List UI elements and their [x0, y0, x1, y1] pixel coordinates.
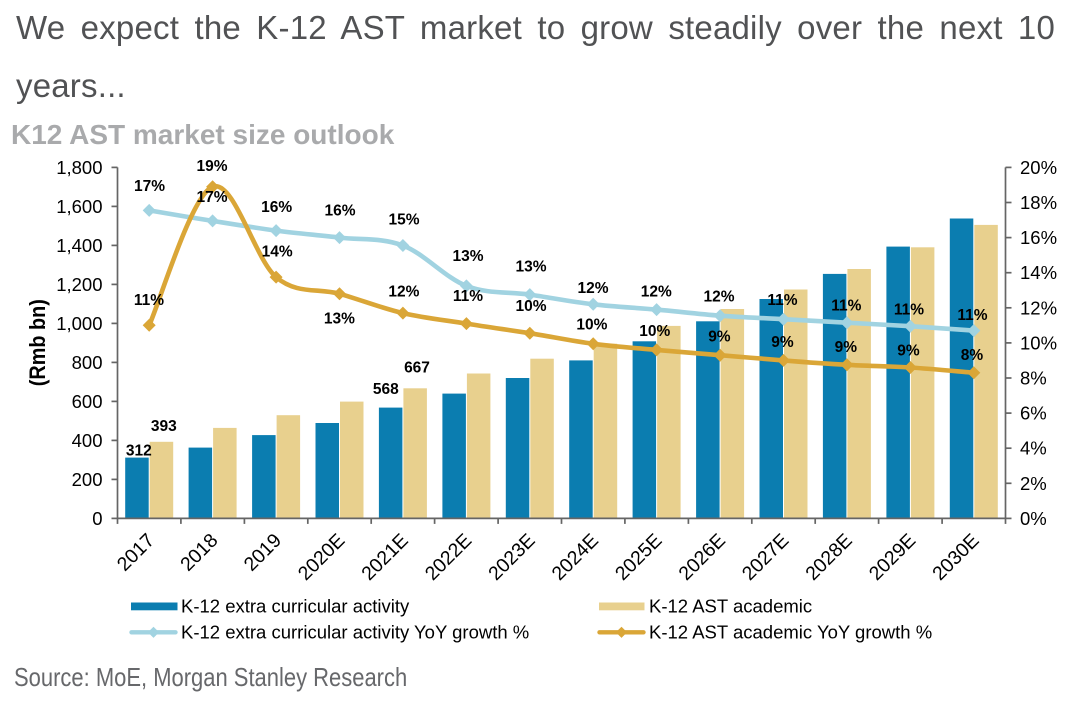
svg-text:19%: 19%: [196, 158, 227, 175]
svg-text:4%: 4%: [1020, 438, 1047, 459]
svg-text:11%: 11%: [831, 297, 861, 314]
svg-text:400: 400: [72, 430, 103, 451]
svg-text:17%: 17%: [134, 178, 165, 195]
svg-text:1,600: 1,600: [56, 196, 102, 217]
svg-text:2027E: 2027E: [738, 529, 793, 584]
svg-text:9%: 9%: [771, 334, 794, 351]
svg-text:9%: 9%: [708, 328, 731, 345]
svg-text:1,200: 1,200: [56, 274, 102, 295]
svg-text:2%: 2%: [1020, 473, 1047, 494]
svg-text:312: 312: [126, 443, 152, 460]
svg-text:10%: 10%: [1020, 332, 1057, 353]
svg-text:14%: 14%: [1020, 262, 1057, 283]
svg-text:10%: 10%: [576, 317, 607, 334]
svg-text:15%: 15%: [388, 212, 419, 229]
svg-text:0%: 0%: [1020, 508, 1047, 529]
svg-text:2024E: 2024E: [548, 529, 603, 584]
svg-text:13%: 13%: [452, 248, 483, 265]
svg-text:12%: 12%: [577, 280, 608, 297]
svg-text:200: 200: [72, 469, 103, 490]
svg-text:K-12 AST academic: K-12 AST academic: [649, 596, 812, 617]
svg-text:16%: 16%: [1020, 227, 1057, 248]
svg-text:16%: 16%: [261, 199, 292, 216]
svg-text:2018: 2018: [176, 529, 222, 575]
svg-text:800: 800: [72, 352, 103, 373]
svg-text:(Rmb bn): (Rmb bn): [25, 299, 50, 386]
svg-text:2025E: 2025E: [611, 529, 666, 584]
svg-text:8%: 8%: [1020, 368, 1047, 389]
svg-text:2029E: 2029E: [865, 529, 920, 584]
svg-text:16%: 16%: [324, 203, 355, 220]
svg-text:12%: 12%: [641, 284, 672, 301]
svg-text:2023E: 2023E: [484, 529, 539, 584]
svg-text:10%: 10%: [515, 298, 546, 315]
svg-text:11%: 11%: [957, 307, 987, 324]
svg-text:2017: 2017: [113, 529, 159, 575]
svg-text:11%: 11%: [894, 302, 924, 319]
svg-text:2022E: 2022E: [421, 529, 476, 584]
svg-text:K-12 AST academic YoY growth %: K-12 AST academic YoY growth %: [649, 621, 932, 642]
svg-text:1,800: 1,800: [56, 157, 102, 178]
svg-text:2030E: 2030E: [928, 529, 983, 584]
svg-text:20%: 20%: [1020, 157, 1057, 178]
svg-text:2021E: 2021E: [357, 529, 412, 584]
svg-text:1,000: 1,000: [56, 313, 102, 334]
svg-text:600: 600: [72, 391, 103, 412]
svg-text:8%: 8%: [961, 347, 984, 364]
svg-text:0: 0: [92, 508, 102, 529]
svg-text:2028E: 2028E: [801, 529, 856, 584]
svg-text:K-12 extra curricular activity: K-12 extra curricular activity YoY growt…: [181, 621, 529, 642]
svg-text:12%: 12%: [1020, 297, 1057, 318]
svg-text:12%: 12%: [703, 289, 734, 306]
svg-text:6%: 6%: [1020, 403, 1047, 424]
svg-text:11%: 11%: [767, 292, 797, 309]
svg-text:2026E: 2026E: [675, 529, 730, 584]
svg-text:2020E: 2020E: [294, 529, 349, 584]
svg-text:18%: 18%: [1020, 192, 1057, 213]
svg-text:11%: 11%: [134, 292, 164, 309]
svg-text:17%: 17%: [196, 189, 227, 206]
svg-text:10%: 10%: [639, 323, 670, 340]
svg-text:667: 667: [404, 360, 430, 377]
svg-text:13%: 13%: [515, 258, 546, 275]
svg-text:13%: 13%: [324, 310, 355, 327]
svg-text:11%: 11%: [453, 288, 483, 305]
svg-text:12%: 12%: [388, 284, 419, 301]
svg-text:9%: 9%: [835, 339, 858, 356]
svg-text:393: 393: [151, 418, 177, 435]
svg-text:568: 568: [373, 381, 399, 398]
svg-text:14%: 14%: [262, 244, 293, 261]
svg-text:2019: 2019: [240, 529, 286, 575]
svg-text:1,400: 1,400: [56, 235, 102, 256]
svg-text:K-12 extra curricular activity: K-12 extra curricular activity: [181, 596, 410, 617]
svg-text:9%: 9%: [897, 343, 920, 360]
